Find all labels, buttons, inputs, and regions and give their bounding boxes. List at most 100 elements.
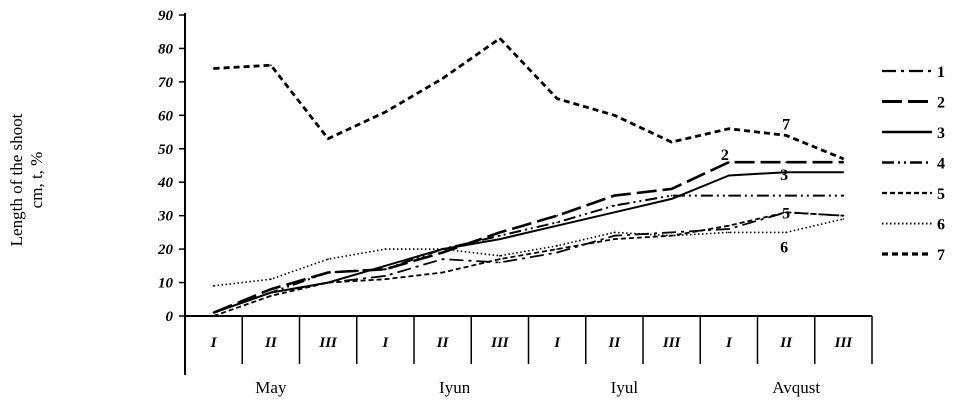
data-point xyxy=(670,194,673,197)
data-point xyxy=(785,171,787,173)
data-point xyxy=(613,114,616,117)
x-tick-label: II xyxy=(608,335,622,351)
data-point xyxy=(499,231,501,234)
data-point xyxy=(441,251,444,254)
x-tick-label: III xyxy=(834,335,854,351)
y-tick-label: 20 xyxy=(157,242,174,258)
data-point xyxy=(613,238,616,240)
inline-series-label: 6 xyxy=(780,239,788,256)
y-axis-title-line2: cm, t, % xyxy=(27,152,46,209)
month-label: Iyul xyxy=(611,378,639,397)
data-point xyxy=(499,258,501,260)
data-point xyxy=(441,258,444,260)
data-point xyxy=(327,258,329,260)
series-line-3 xyxy=(213,171,844,314)
x-tick-label: III xyxy=(662,335,682,351)
chart-inline-labels: 7 2 3 5 6 xyxy=(721,116,790,256)
data-point xyxy=(728,127,730,130)
y-tick-label: 0 xyxy=(166,309,174,325)
y-tick-label: 60 xyxy=(158,108,174,124)
data-point xyxy=(499,255,501,257)
data-point xyxy=(384,265,387,267)
data-point xyxy=(212,315,215,317)
legend-label-3: 3 xyxy=(937,125,945,142)
data-point xyxy=(384,278,387,281)
data-point xyxy=(270,64,272,66)
data-point xyxy=(842,171,845,173)
legend-label-6: 6 xyxy=(937,217,945,234)
data-point xyxy=(212,285,215,287)
data-point xyxy=(613,194,616,197)
data-point xyxy=(728,228,730,230)
x-tick-label: II xyxy=(264,335,278,351)
data-point xyxy=(785,211,787,214)
inline-series-label: 3 xyxy=(780,167,788,184)
y-tick-label: 80 xyxy=(158,41,174,57)
chart-legend: 1 2 3 4 5 6 7 xyxy=(882,64,945,264)
data-point xyxy=(670,231,673,234)
data-point xyxy=(785,161,787,163)
data-point xyxy=(327,137,329,140)
data-point xyxy=(728,174,730,177)
data-point xyxy=(499,234,501,237)
legend-label-7: 7 xyxy=(937,247,945,264)
x-tick-label: II xyxy=(436,335,450,351)
data-point xyxy=(842,214,845,217)
data-point xyxy=(212,67,215,70)
series-line-4 xyxy=(213,194,844,314)
data-point xyxy=(785,231,787,234)
x-tick-label: I xyxy=(725,335,733,351)
x-tick-label: I xyxy=(381,335,389,351)
data-point xyxy=(556,224,558,227)
data-point xyxy=(441,248,444,250)
chart-series xyxy=(212,37,845,317)
data-point xyxy=(670,198,673,200)
data-point xyxy=(384,111,387,113)
legend-label-1: 1 xyxy=(937,64,945,81)
y-axis-title: Length of the shoot cm, t, % xyxy=(4,60,46,300)
legend-label-5: 5 xyxy=(937,186,945,203)
x-tick-label: III xyxy=(490,335,510,351)
data-point xyxy=(613,234,616,237)
y-tick-label: 30 xyxy=(157,209,174,225)
data-point xyxy=(842,194,845,197)
data-point xyxy=(270,288,272,291)
data-point xyxy=(613,231,616,234)
data-point xyxy=(384,268,387,271)
month-label: Avqust xyxy=(772,378,820,397)
y-tick-label: 50 xyxy=(158,142,174,158)
series-line-1 xyxy=(213,211,844,314)
x-tick-label: I xyxy=(553,335,561,351)
data-point xyxy=(212,311,215,314)
data-point xyxy=(441,77,444,80)
data-point xyxy=(556,245,558,247)
data-point xyxy=(728,194,730,197)
data-point xyxy=(556,251,558,254)
data-point xyxy=(327,271,329,274)
data-point xyxy=(556,221,558,224)
y-tick-label: 40 xyxy=(157,175,174,191)
data-point xyxy=(670,188,673,190)
data-point xyxy=(384,275,387,277)
y-tick-label: 10 xyxy=(158,276,174,292)
data-point xyxy=(728,161,730,163)
data-point xyxy=(670,141,673,143)
data-point xyxy=(613,204,616,207)
data-point xyxy=(670,234,673,237)
legend-label-2: 2 xyxy=(937,95,945,112)
data-point xyxy=(441,271,444,274)
data-point xyxy=(785,194,787,197)
inline-series-label: 2 xyxy=(721,147,729,164)
data-point xyxy=(613,211,616,214)
data-point xyxy=(499,37,501,40)
data-point xyxy=(270,291,272,294)
legend-label-4: 4 xyxy=(937,156,945,173)
data-point xyxy=(842,218,845,220)
data-point xyxy=(270,278,272,281)
data-point xyxy=(728,224,730,227)
y-tick-label: 70 xyxy=(158,75,174,91)
inline-series-label: 7 xyxy=(782,116,790,133)
data-point xyxy=(556,214,558,217)
data-point xyxy=(270,295,272,297)
